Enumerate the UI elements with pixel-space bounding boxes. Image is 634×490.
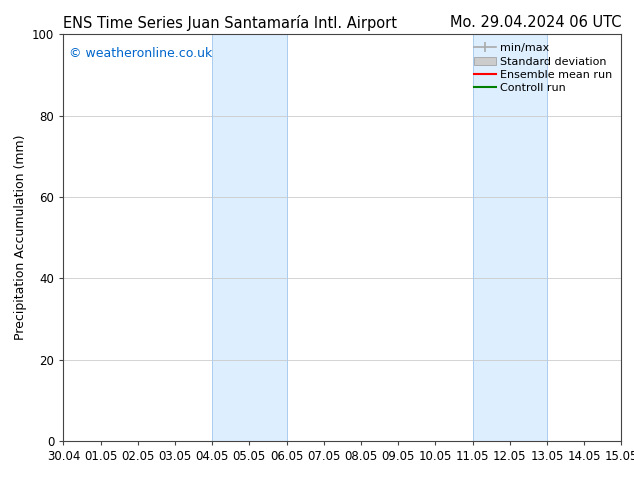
Bar <box>212 34 287 441</box>
Text: ENS Time Series Juan Santamaría Intl. Airport: ENS Time Series Juan Santamaría Intl. Ai… <box>63 15 398 31</box>
Text: © weatheronline.co.uk: © weatheronline.co.uk <box>69 47 212 59</box>
Legend: min/max, Standard deviation, Ensemble mean run, Controll run: min/max, Standard deviation, Ensemble me… <box>470 40 616 97</box>
Text: Mo. 29.04.2024 06 UTC: Mo. 29.04.2024 06 UTC <box>450 15 621 30</box>
Y-axis label: Precipitation Accumulation (mm): Precipitation Accumulation (mm) <box>13 135 27 341</box>
Bar <box>472 34 547 441</box>
